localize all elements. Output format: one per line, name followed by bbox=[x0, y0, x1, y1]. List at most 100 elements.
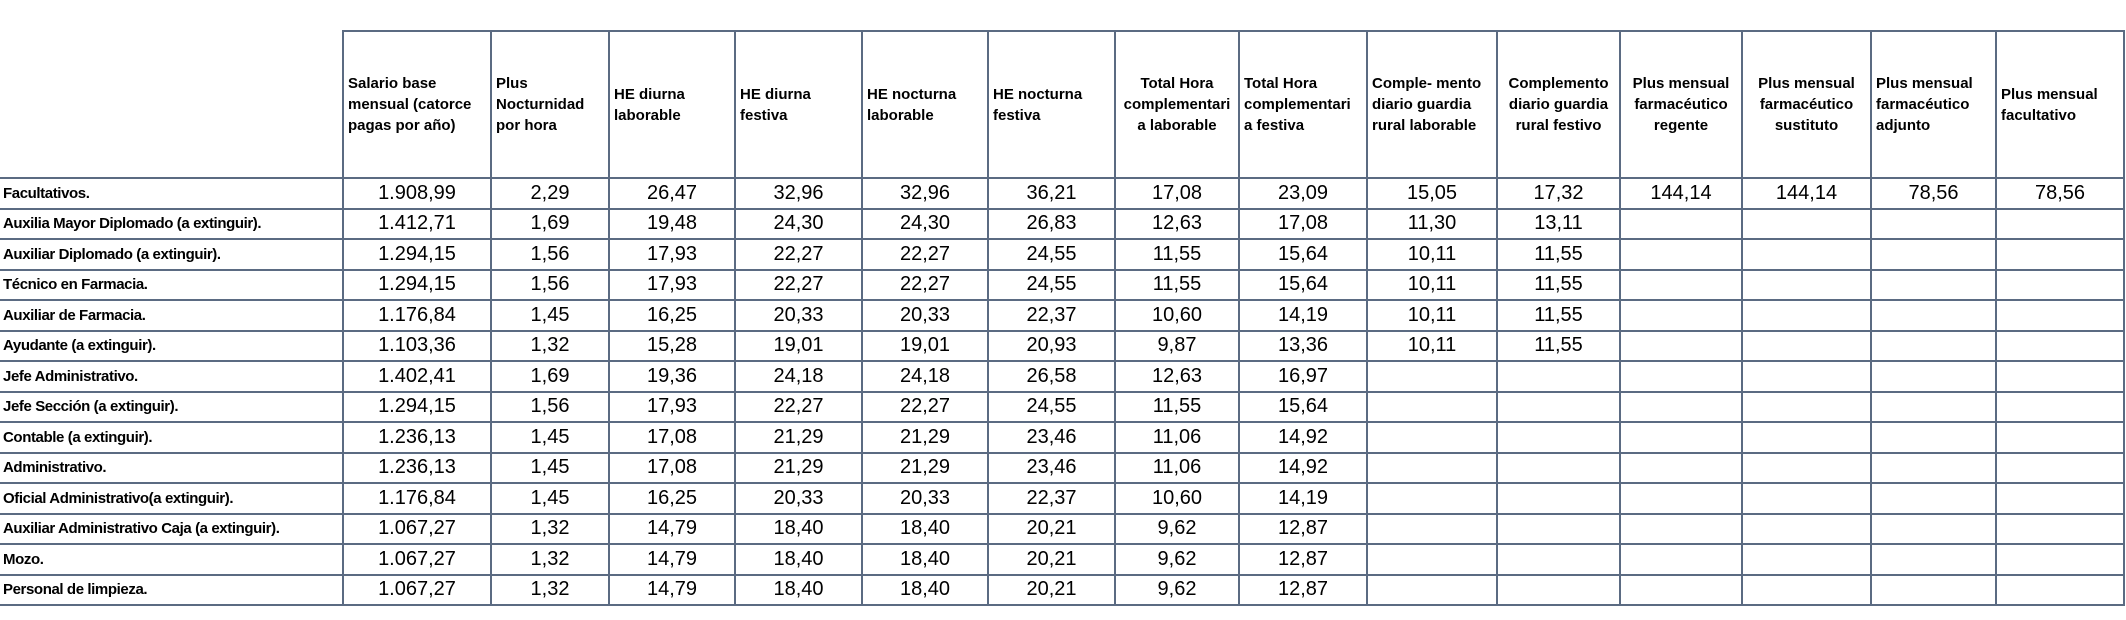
column-header: Plus mensual farmacéutico adjunto bbox=[1870, 30, 1997, 179]
empty-cell bbox=[1741, 573, 1872, 606]
value-cell: 10,60 bbox=[1114, 299, 1240, 332]
corner-cell bbox=[0, 31, 344, 179]
value-cell: 17,08 bbox=[608, 451, 736, 484]
empty-cell bbox=[1870, 451, 1997, 484]
column-header: Plus mensual facultativo bbox=[1995, 30, 2125, 179]
value-cell: 21,29 bbox=[861, 421, 989, 454]
empty-cell bbox=[1496, 390, 1621, 423]
value-cell: 22,27 bbox=[734, 268, 863, 301]
value-cell: 1,45 bbox=[490, 299, 610, 332]
table-row: Auxiliar Diplomado (a extinguir). 1.294,1… bbox=[0, 238, 2125, 271]
empty-cell bbox=[1741, 482, 1872, 515]
table-row: Facultativos. 1.908,99 2,29 26,47 32,96 32,96… bbox=[0, 177, 2125, 210]
empty-cell bbox=[1366, 573, 1498, 606]
table-row: Auxilia Mayor Diplomado (a extinguir). 1.… bbox=[0, 207, 2125, 240]
column-header: Total Hora complementari a laborable bbox=[1114, 30, 1240, 179]
value-cell: 14,92 bbox=[1238, 451, 1368, 484]
table-row: Auxiliar Administrativo Caja (a extingui… bbox=[0, 512, 2125, 545]
empty-cell bbox=[1619, 329, 1743, 362]
value-cell: 1.294,15 bbox=[342, 268, 492, 301]
empty-cell bbox=[1870, 207, 1997, 240]
value-cell: 21,29 bbox=[734, 421, 863, 454]
row-label: Ayudante (a extinguir). bbox=[0, 329, 344, 362]
row-label: Administrativo. bbox=[0, 451, 344, 484]
empty-cell bbox=[1366, 360, 1498, 393]
value-cell: 17,32 bbox=[1496, 177, 1621, 210]
value-cell: 1,56 bbox=[490, 390, 610, 423]
value-cell: 24,55 bbox=[987, 390, 1116, 423]
empty-cell bbox=[1366, 512, 1498, 545]
value-cell: 13,11 bbox=[1496, 207, 1621, 240]
row-label: Técnico en Farmacia. bbox=[0, 268, 344, 301]
value-cell: 1,45 bbox=[490, 482, 610, 515]
value-cell: 1.236,13 bbox=[342, 451, 492, 484]
empty-cell bbox=[1870, 390, 1997, 423]
empty-cell bbox=[1619, 360, 1743, 393]
value-cell: 1.176,84 bbox=[342, 482, 492, 515]
value-cell: 26,47 bbox=[608, 177, 736, 210]
value-cell: 144,14 bbox=[1619, 177, 1743, 210]
value-cell: 14,19 bbox=[1238, 299, 1368, 332]
value-cell: 1,69 bbox=[490, 207, 610, 240]
value-cell: 15,64 bbox=[1238, 390, 1368, 423]
empty-cell bbox=[1870, 482, 1997, 515]
table-row: Técnico en Farmacia. 1.294,15 1,56 17,93 22,… bbox=[0, 268, 2125, 301]
empty-cell bbox=[1619, 390, 1743, 423]
value-cell: 9,87 bbox=[1114, 329, 1240, 362]
value-cell: 11,06 bbox=[1114, 421, 1240, 454]
value-cell: 78,56 bbox=[1870, 177, 1997, 210]
empty-cell bbox=[1366, 482, 1498, 515]
value-cell: 1.294,15 bbox=[342, 390, 492, 423]
value-cell: 20,33 bbox=[861, 299, 989, 332]
value-cell: 16,97 bbox=[1238, 360, 1368, 393]
value-cell: 1.103,36 bbox=[342, 329, 492, 362]
value-cell: 22,27 bbox=[861, 238, 989, 271]
value-cell: 11,55 bbox=[1496, 329, 1621, 362]
value-cell: 20,21 bbox=[987, 512, 1116, 545]
table-row: Personal de limpieza. 1.067,27 1,32 14,79 18… bbox=[0, 573, 2125, 606]
empty-cell bbox=[1619, 238, 1743, 271]
row-label: Mozo. bbox=[0, 543, 344, 576]
value-cell: 11,55 bbox=[1114, 268, 1240, 301]
empty-cell bbox=[1741, 360, 1872, 393]
empty-cell bbox=[1741, 207, 1872, 240]
row-label: Auxiliar de Farmacia. bbox=[0, 299, 344, 332]
empty-cell bbox=[1496, 573, 1621, 606]
value-cell: 17,08 bbox=[1114, 177, 1240, 210]
row-label: Auxilia Mayor Diplomado (a extinguir). bbox=[0, 207, 344, 240]
value-cell: 24,55 bbox=[987, 238, 1116, 271]
table-row: Jefe Administrativo. 1.402,41 1,69 19,36 24,… bbox=[0, 360, 2125, 393]
value-cell: 11,55 bbox=[1114, 390, 1240, 423]
empty-cell bbox=[1995, 238, 2125, 271]
value-cell: 26,83 bbox=[987, 207, 1116, 240]
empty-cell bbox=[1496, 451, 1621, 484]
table-row: Auxiliar de Farmacia. 1.176,84 1,45 16,25 20… bbox=[0, 299, 2125, 332]
value-cell: 19,01 bbox=[734, 329, 863, 362]
value-cell: 17,93 bbox=[608, 390, 736, 423]
value-cell: 11,30 bbox=[1366, 207, 1498, 240]
empty-cell bbox=[1741, 238, 1872, 271]
column-header: HE nocturna festiva bbox=[987, 30, 1116, 179]
empty-cell bbox=[1366, 543, 1498, 576]
value-cell: 23,46 bbox=[987, 451, 1116, 484]
column-header: Total Hora complementari a festiva bbox=[1238, 30, 1368, 179]
empty-cell bbox=[1741, 543, 1872, 576]
value-cell: 19,36 bbox=[608, 360, 736, 393]
value-cell: 11,55 bbox=[1114, 238, 1240, 271]
value-cell: 18,40 bbox=[734, 543, 863, 576]
value-cell: 20,33 bbox=[734, 482, 863, 515]
value-cell: 1.067,27 bbox=[342, 543, 492, 576]
value-cell: 22,37 bbox=[987, 482, 1116, 515]
value-cell: 32,96 bbox=[861, 177, 989, 210]
value-cell: 1.412,71 bbox=[342, 207, 492, 240]
value-cell: 18,40 bbox=[861, 512, 989, 545]
value-cell: 144,14 bbox=[1741, 177, 1872, 210]
empty-cell bbox=[1741, 299, 1872, 332]
row-label: Personal de limpieza. bbox=[0, 573, 344, 606]
empty-cell bbox=[1619, 451, 1743, 484]
empty-cell bbox=[1870, 421, 1997, 454]
value-cell: 15,64 bbox=[1238, 268, 1368, 301]
table-row: Oficial Administrativo(a extinguir). 1.17… bbox=[0, 482, 2125, 515]
column-header: Plus mensual farmacéutico regente bbox=[1619, 30, 1743, 179]
